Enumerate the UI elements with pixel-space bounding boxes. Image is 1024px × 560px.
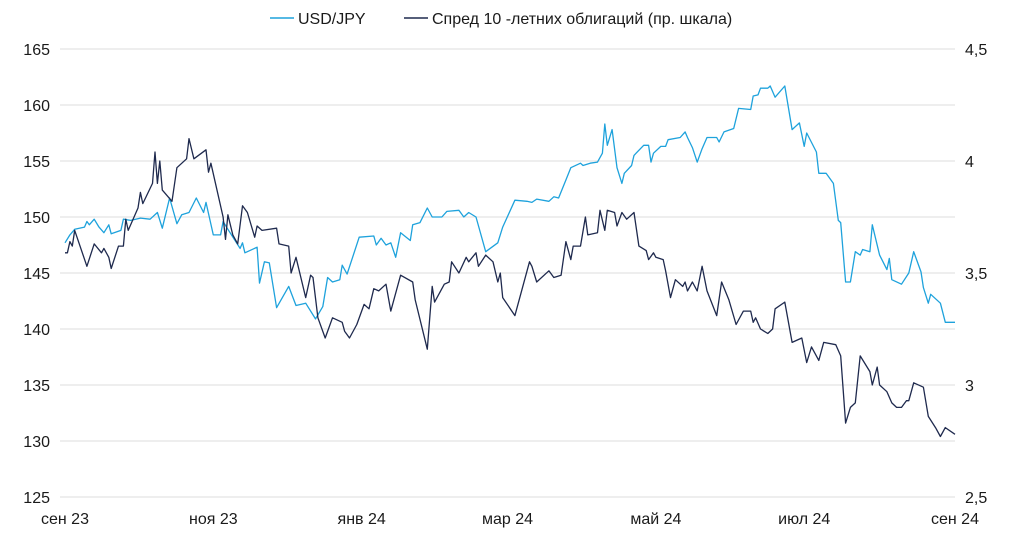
left-tick-label: 125: [23, 490, 50, 507]
series-lines: [64, 85, 956, 438]
left-tick-label: 140: [23, 322, 50, 339]
legend-usdjpy-label: USD/JPY: [298, 11, 366, 28]
left-tick-label: 150: [23, 210, 50, 227]
right-tick-label: 2,5: [965, 490, 987, 507]
legend-spread-label: Спред 10 -летних облигаций (пр. шкала): [432, 11, 732, 28]
spread-line: [65, 137, 956, 438]
right-tick-label: 4: [965, 154, 974, 171]
x-axis-ticks: сен 23 ноя 23 янв 24 мар 24 май 24 июл 24 сен …: [41, 511, 979, 528]
right-tick-label: 3: [965, 378, 974, 395]
x-tick-label: сен 24: [931, 511, 979, 528]
gridlines: [60, 48, 955, 498]
left-tick-label: 155: [23, 154, 50, 171]
left-axis-ticks: 125 130 135 140 145 150 155 160 165: [23, 42, 50, 507]
x-tick-label: янв 24: [338, 511, 386, 528]
left-tick-label: 130: [23, 434, 50, 451]
right-tick-label: 4,5: [965, 42, 987, 59]
x-tick-label: июл 24: [778, 511, 830, 528]
x-tick-label: сен 23: [41, 511, 89, 528]
left-tick-label: 145: [23, 266, 50, 283]
left-tick-label: 165: [23, 42, 50, 59]
x-tick-label: май 24: [630, 511, 681, 528]
right-tick-label: 3,5: [965, 266, 987, 283]
legend: USD/JPY Спред 10 -летних облигаций (пр. …: [270, 11, 732, 28]
usdjpy-line: [64, 85, 955, 323]
x-tick-label: мар 24: [482, 511, 533, 528]
left-tick-label: 135: [23, 378, 50, 395]
left-tick-label: 160: [23, 98, 50, 115]
right-axis-ticks: 2,5 3 3,5 4 4,5: [965, 42, 987, 507]
x-tick-label: ноя 23: [189, 511, 238, 528]
